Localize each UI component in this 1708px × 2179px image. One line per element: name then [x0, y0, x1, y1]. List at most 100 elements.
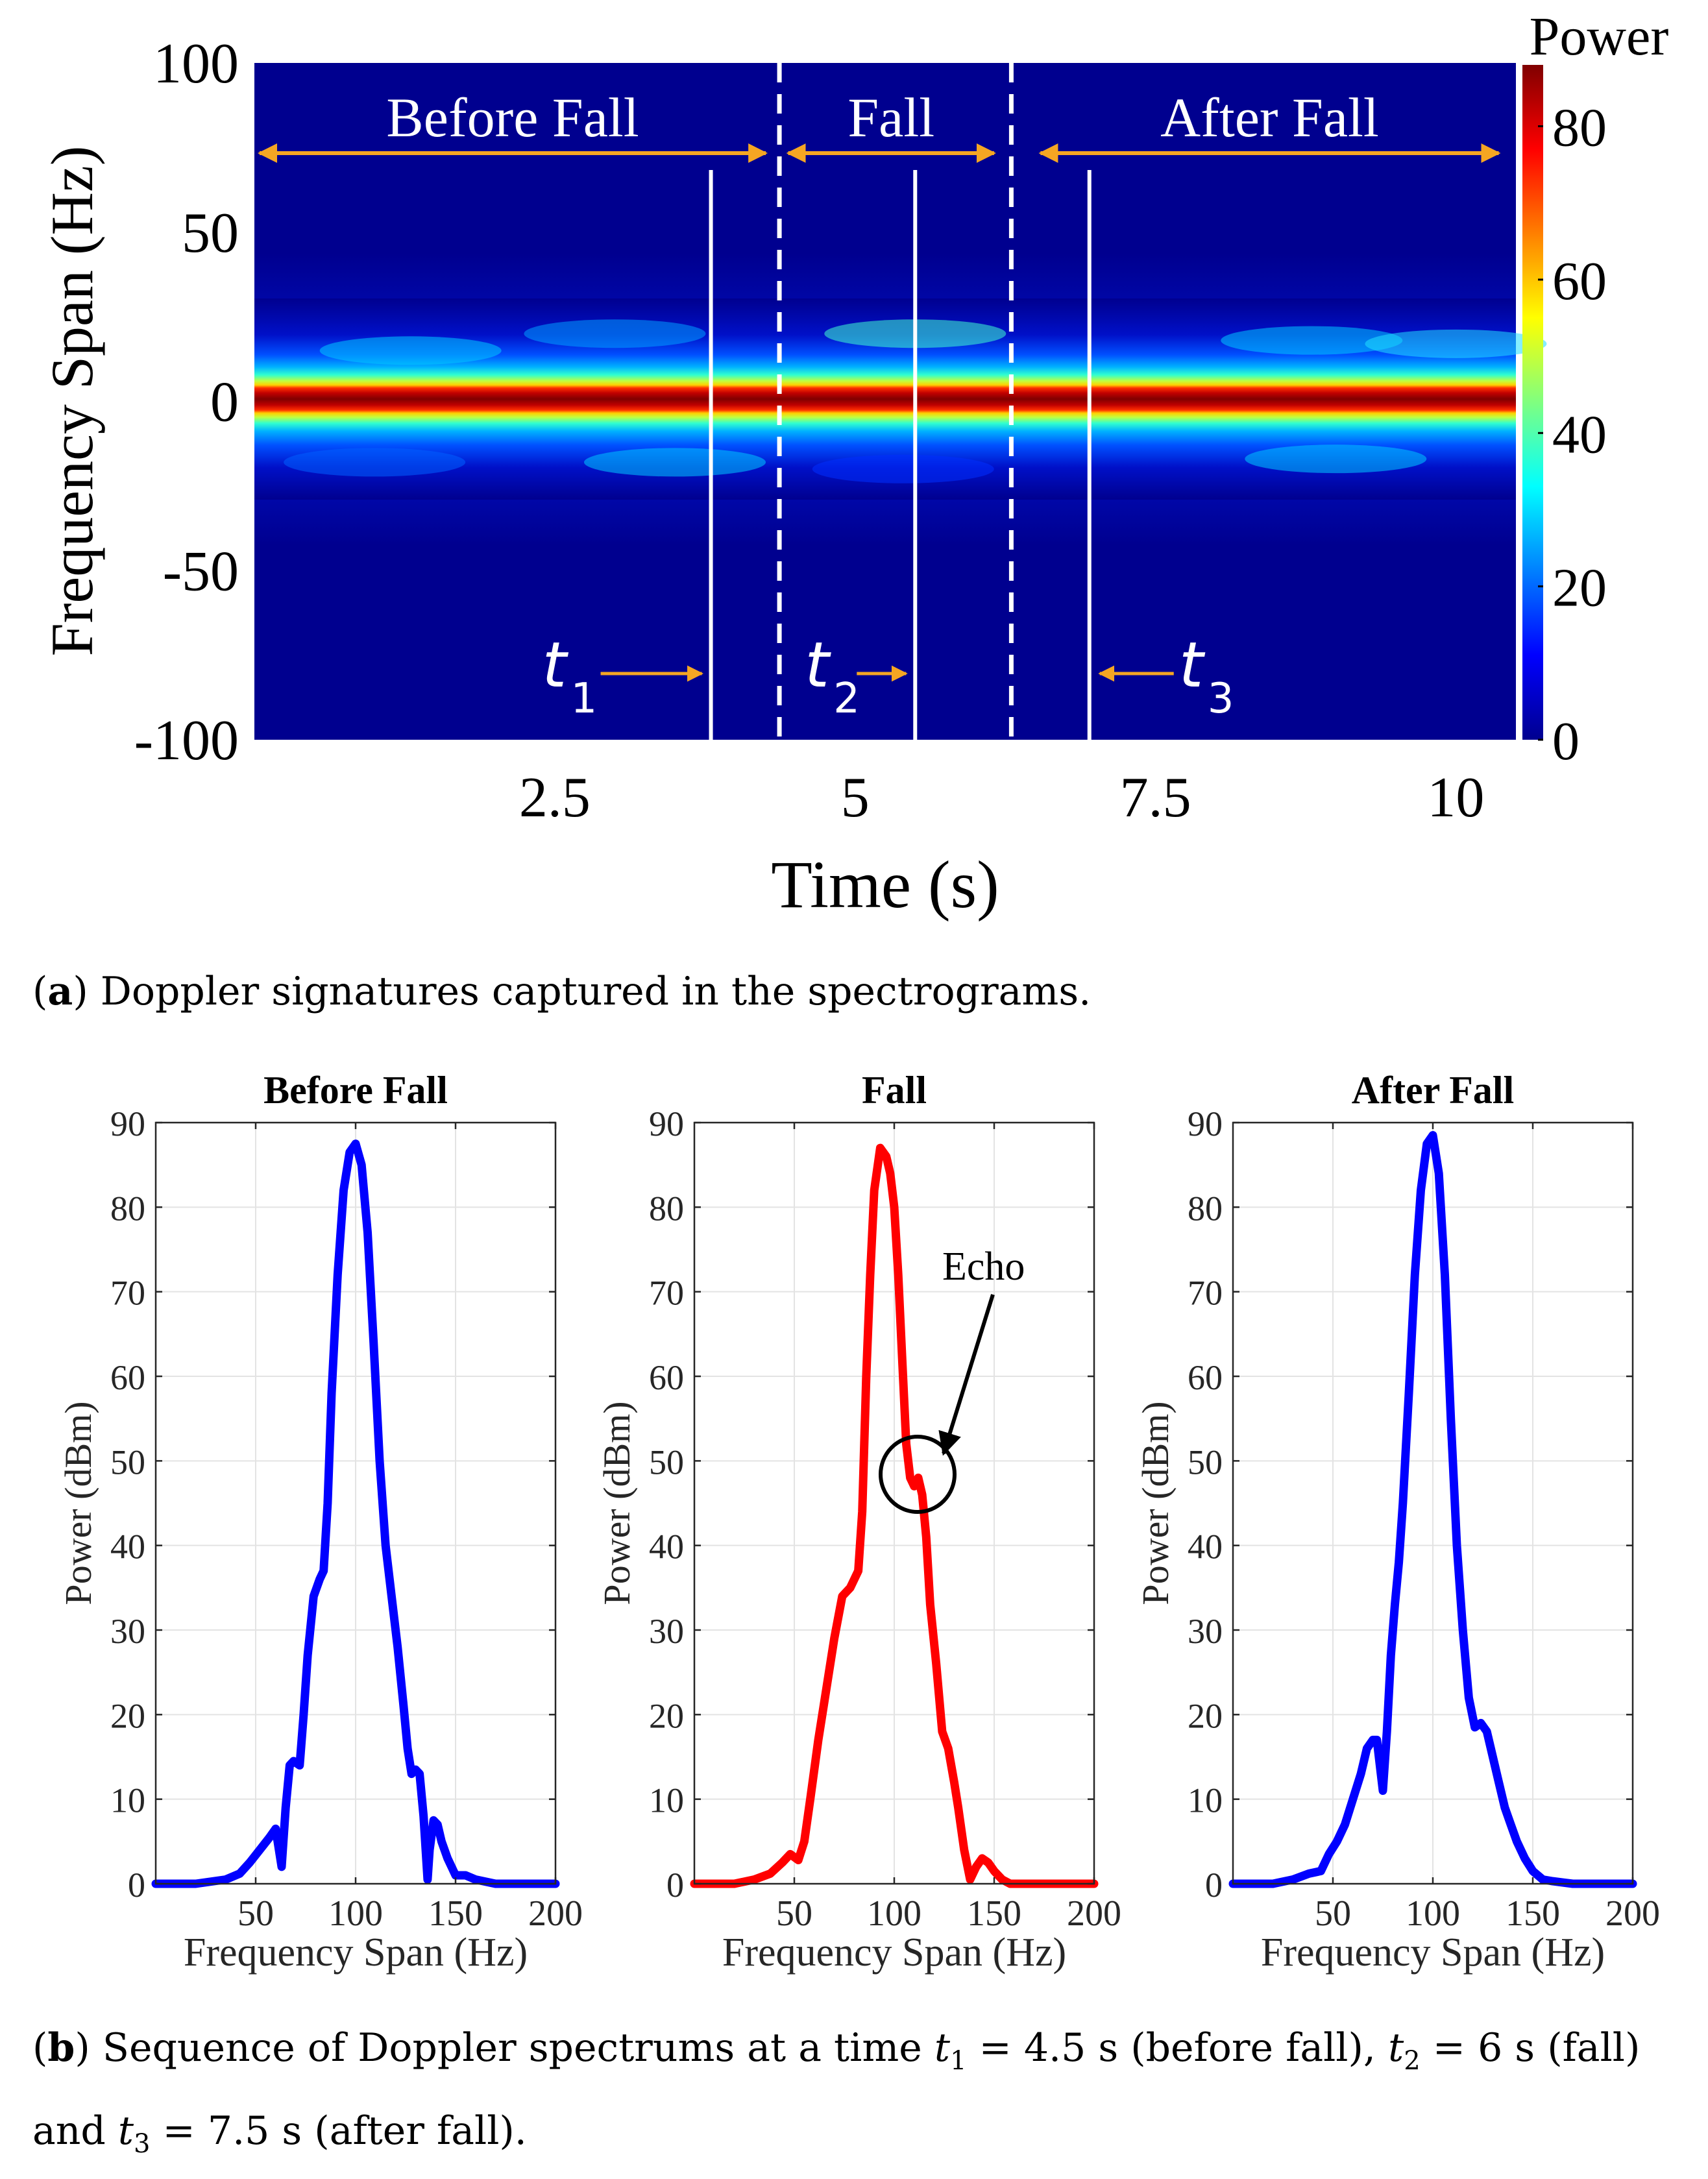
chart-y-tick-label: 90	[1188, 1104, 1223, 1143]
spectrogram-y-tick: 0	[210, 371, 239, 434]
colorbar-tick-label: 20	[1552, 558, 1607, 618]
colorbar-tick-label: 0	[1552, 711, 1580, 772]
chart-y-tick-label: 20	[1188, 1696, 1223, 1735]
spectrogram-y-tick: -100	[134, 709, 239, 772]
chart-title: Before Fall	[263, 1069, 448, 1112]
caption-b-t1: 4.5 s	[1023, 2025, 1119, 2071]
caption-b: (b) Sequence of Doppler spectrums at a t…	[32, 2025, 1641, 2159]
spectrogram-blob	[524, 319, 706, 348]
marker-subscript: 3	[1208, 675, 1234, 723]
chart-y-tick-label: 30	[649, 1612, 684, 1651]
region-label: Before Fall	[386, 86, 639, 149]
chart-y-tick-label: 60	[1188, 1358, 1223, 1397]
chart-y-tick-label: 80	[649, 1189, 684, 1228]
caption-b-t3-prefix: (fall) and	[32, 2025, 1641, 2154]
spectrogram-blob	[1365, 329, 1547, 358]
colorbar-ticks: 80 60 40 20 0	[1538, 98, 1607, 772]
caption-a-letter: a	[47, 969, 73, 1014]
chart-y-tick-label: 30	[110, 1612, 145, 1651]
chart-y-tick-label: 50	[649, 1443, 684, 1481]
marker-label: t	[805, 629, 831, 701]
marker-subscript: 2	[833, 675, 860, 723]
region-label: Fall	[848, 86, 934, 149]
chart-y-tick-label: 40	[110, 1528, 145, 1566]
echo-annotation: Echo	[879, 1245, 1025, 1514]
spectrogram-blob	[1245, 444, 1427, 474]
chart-x-tick-label: 150	[1506, 1893, 1560, 1934]
chart-y-tick-label: 0	[128, 1866, 145, 1905]
caption-b-prefix: Sequence of Doppler spectrums at a time	[102, 2025, 922, 2071]
chart-y-tick-label: 70	[1188, 1274, 1223, 1313]
chart-after-fall: 0 10 20 30 40 50 60 70 80 90 50 100 150 200 After Fall…	[1134, 1069, 1660, 1975]
marker-label: t	[1179, 629, 1206, 701]
chart-x-tick-label: 150	[428, 1893, 483, 1934]
spectrogram-xlabel: Time (s)	[771, 847, 999, 922]
chart-y-tick-label: 70	[110, 1274, 145, 1313]
chart-y-tick-label: 0	[1205, 1866, 1223, 1905]
spectrogram-x-tick: 10	[1427, 766, 1484, 829]
echo-circle	[879, 1435, 957, 1514]
chart-y-tick-label: 50	[1188, 1443, 1223, 1481]
chart-y-tick-label: 60	[110, 1358, 145, 1397]
echo-arrow	[938, 1294, 995, 1456]
spectrogram-blob	[812, 454, 994, 483]
caption-a-text: Doppler signatures captured in the spect…	[100, 969, 1092, 1014]
spectrogram-blob	[319, 336, 502, 365]
marker-subscript: 1	[571, 675, 598, 723]
colorbar-tick-label: 80	[1552, 98, 1607, 158]
chart-ylabel: Power (dBm)	[57, 1401, 99, 1605]
chart-xlabel: Frequency Span (Hz)	[722, 1930, 1066, 1975]
spectrogram-x-tick: 5	[841, 766, 870, 829]
colorbar-tick-label: 60	[1552, 251, 1607, 311]
chart-x-tick-label: 50	[776, 1893, 812, 1934]
chart-ylabel: Power (dBm)	[1134, 1401, 1177, 1605]
chart-y-tick-label: 20	[649, 1696, 684, 1735]
marker-label: t	[543, 629, 569, 701]
caption-a: (a) Doppler signatures captured in the s…	[32, 969, 1092, 1014]
chart-y-tick-label: 50	[110, 1443, 145, 1481]
chart-x-tick-label: 200	[528, 1893, 583, 1934]
region-label: After Fall	[1160, 86, 1379, 149]
chart-x-tick-label: 50	[1315, 1893, 1351, 1934]
chart-y-tick-label: 90	[110, 1104, 145, 1143]
spectrogram-blob	[584, 448, 766, 477]
spectrogram-y-tick: 50	[182, 202, 239, 265]
chart-y-tick-label: 10	[110, 1781, 145, 1820]
chart-y-tick-label: 40	[1188, 1528, 1223, 1566]
chart-x-tick-label: 200	[1067, 1893, 1121, 1934]
colorbar-label: Power	[1530, 6, 1669, 67]
echo-label: Echo	[942, 1245, 1025, 1289]
chart-y-tick-label: 40	[649, 1528, 684, 1566]
chart-fall: 0 10 20 30 40 50 60 70 80 90 50 100 150 200 Fall Freque…	[596, 1069, 1121, 1975]
chart-x-tick-label: 50	[238, 1893, 274, 1934]
chart-y-tick-label: 10	[649, 1781, 684, 1820]
spectrogram-ylabel: Frequency Span (Hz)	[39, 146, 105, 657]
fall-boundaries	[777, 63, 1014, 740]
chart-y-tick-label: 80	[1188, 1189, 1223, 1228]
chart-x-tick-label: 150	[967, 1893, 1021, 1934]
colorbar-tick-label: 40	[1552, 404, 1607, 465]
chart-series-line	[690, 1143, 1099, 1888]
chart-y-tick-label: 80	[110, 1189, 145, 1228]
spectrogram-x-tick: 2.5	[519, 766, 591, 829]
chart-y-tick-label: 90	[649, 1104, 684, 1143]
spectrogram-blob	[1221, 326, 1403, 355]
caption-b-t1-note: (before fall),	[1130, 2025, 1376, 2071]
chart-x-tick-label: 200	[1605, 1893, 1660, 1934]
spectrogram-blob	[284, 448, 466, 477]
chart-y-tick-label: 20	[110, 1696, 145, 1735]
chart-ylabel: Power (dBm)	[596, 1401, 638, 1605]
colorbar	[1522, 65, 1543, 740]
chart-xlabel: Frequency Span (Hz)	[184, 1930, 528, 1975]
caption-b-letter: b	[47, 2025, 75, 2071]
chart-y-tick-label: 70	[649, 1274, 684, 1313]
chart-title: After Fall	[1352, 1069, 1514, 1112]
chart-x-tick-label: 100	[328, 1893, 383, 1934]
spectrogram-x-tick: 7.5	[1120, 766, 1191, 829]
spectrogram-x-ticks: 2.5 5 7.5 10	[519, 766, 1485, 829]
chart-x-tick-label: 100	[1406, 1893, 1460, 1934]
chart-series-line	[151, 1139, 560, 1888]
region-annotations: Before Fall Fall After Fall	[258, 86, 1501, 163]
